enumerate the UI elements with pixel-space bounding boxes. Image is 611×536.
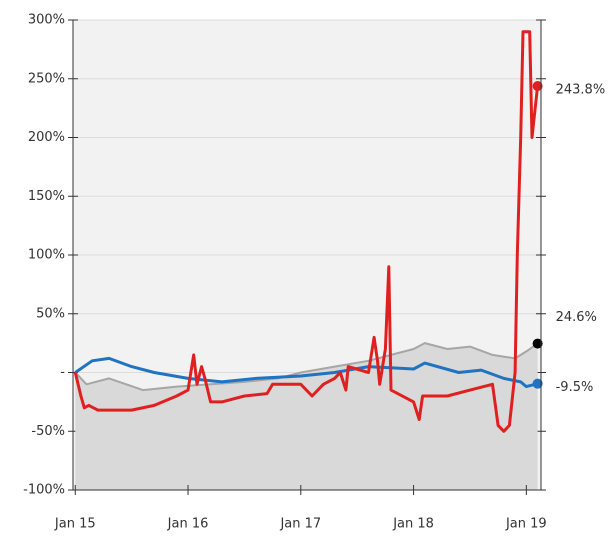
end-point	[532, 378, 543, 389]
y-tick-label: 150%	[28, 189, 65, 204]
y-tick-label: 250%	[28, 71, 65, 86]
y-tick-label: 300%	[28, 13, 65, 28]
line	[73, 30, 540, 433]
x-tick-label: Jan 16	[167, 517, 209, 532]
y-tick-label: 100%	[28, 248, 65, 263]
x-tick-label: Jan 15	[54, 517, 96, 532]
end-point	[532, 81, 543, 92]
x-tick-label: Jan 18	[392, 517, 434, 532]
y-tick-label: -100%	[23, 483, 65, 498]
x-tick-label: Jan 19	[505, 517, 547, 532]
y-tick-label: 50%	[36, 306, 65, 321]
end-label: 24.6%	[556, 310, 597, 325]
line	[74, 356, 538, 389]
area	[75, 343, 538, 490]
line	[74, 342, 539, 392]
y-tick-label: -50%	[31, 424, 65, 439]
y-tick-label: 200%	[28, 130, 65, 145]
end-point	[532, 338, 543, 349]
end-label: 243.8%	[556, 83, 606, 98]
end-label: -9.5%	[556, 380, 594, 395]
y-tick-label: -	[60, 365, 65, 380]
x-tick-label: Jan 17	[279, 517, 321, 532]
